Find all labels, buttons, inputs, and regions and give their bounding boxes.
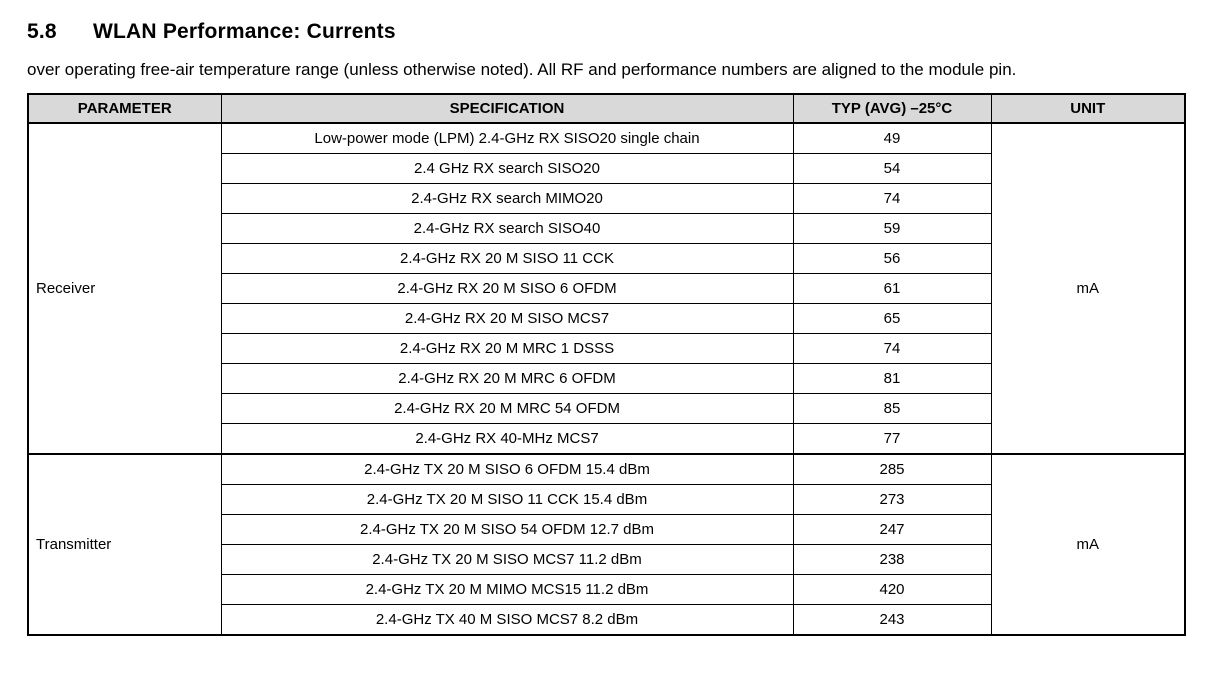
spec-cell: 2.4 GHz RX search SISO20 <box>220 153 794 184</box>
spec-cell: 2.4-GHz TX 20 M SISO 54 OFDM 12.7 dBm <box>220 514 794 545</box>
typ-cell: 247 <box>792 514 992 545</box>
spec-cell: 2.4-GHz TX 40 M SISO MCS7 8.2 dBm <box>220 604 794 636</box>
spec-cell: 2.4-GHz RX 20 M SISO MCS7 <box>220 303 794 334</box>
table-row: 2.4-GHz TX 40 M SISO MCS7 8.2 dBm 243 <box>28 604 1185 636</box>
typ-cell: 420 <box>792 574 992 605</box>
typ-cell: 77 <box>792 423 992 455</box>
typ-cell: 238 <box>792 544 992 575</box>
spec-cell: 2.4-GHz RX 20 M SISO 11 CCK <box>220 243 794 274</box>
table-row: 2.4-GHz RX 20 M MRC 1 DSSS 74 <box>28 333 1185 364</box>
spec-cell: 2.4-GHz RX search MIMO20 <box>220 183 794 214</box>
typ-cell: 74 <box>792 183 992 214</box>
wlan-currents-table: PARAMETER SPECIFICATION TYP (AVG) –25°C … <box>27 93 1186 636</box>
spec-cell: 2.4-GHz TX 20 M MIMO MCS15 11.2 dBm <box>220 574 794 605</box>
typ-cell: 285 <box>792 453 992 485</box>
table-row: 2.4-GHz RX 20 M MRC 6 OFDM 81 <box>28 363 1185 394</box>
typ-cell: 54 <box>792 153 992 184</box>
table-row: 2.4-GHz TX 20 M SISO 54 OFDM 12.7 dBm 24… <box>28 514 1185 545</box>
spec-cell: 2.4-GHz RX 20 M MRC 1 DSSS <box>220 333 794 364</box>
table-header-row: PARAMETER SPECIFICATION TYP (AVG) –25°C … <box>27 93 1186 124</box>
spec-cell: 2.4-GHz RX 40-MHz MCS7 <box>220 423 794 455</box>
spec-cell: Low-power mode (LPM) 2.4-GHz RX SISO20 s… <box>220 123 794 154</box>
table-row: 2.4-GHz RX 20 M SISO MCS7 65 <box>28 303 1185 334</box>
table-row: Receiver Low-power mode (LPM) 2.4-GHz RX… <box>27 123 1186 454</box>
table-row: 2.4-GHz RX 20 M MRC 54 OFDM 85 <box>28 393 1185 424</box>
col-header-specification: SPECIFICATION <box>220 93 794 124</box>
table-row: 2.4-GHz TX 20 M SISO MCS7 11.2 dBm 238 <box>28 544 1185 575</box>
table-row: 2.4-GHz RX 20 M SISO 11 CCK 56 <box>28 243 1185 274</box>
col-header-parameter: PARAMETER <box>27 93 222 124</box>
parameter-cell-receiver: Receiver <box>27 123 222 454</box>
unit-cell-transmitter: mA <box>990 453 1186 635</box>
table-row: 2.4-GHz RX search SISO40 59 <box>28 213 1185 244</box>
col-header-typ: TYP (AVG) –25°C <box>792 93 992 124</box>
typ-cell: 74 <box>792 333 992 364</box>
table-row: 2.4 GHz RX search SISO20 54 <box>28 153 1185 184</box>
spec-cell: 2.4-GHz TX 20 M SISO 11 CCK 15.4 dBm <box>220 484 794 515</box>
typ-cell: 81 <box>792 363 992 394</box>
datasheet-page: 5.8 WLAN Performance: Currents over oper… <box>27 20 1208 636</box>
spec-cell: 2.4-GHz RX 20 M MRC 54 OFDM <box>220 393 794 424</box>
table-row: 2.4-GHz TX 20 M SISO 11 CCK 15.4 dBm 273 <box>28 484 1185 515</box>
spec-cell: 2.4-GHz TX 20 M SISO 6 OFDM 15.4 dBm <box>220 453 794 485</box>
table-row: 2.4-GHz RX 40-MHz MCS7 77 <box>28 423 1185 455</box>
intro-paragraph: over operating free-air temperature rang… <box>27 60 1017 79</box>
typ-cell: 85 <box>792 393 992 424</box>
table-row: 2.4-GHz TX 20 M MIMO MCS15 11.2 dBm 420 <box>28 574 1185 605</box>
section-title: WLAN Performance: Currents <box>93 20 396 43</box>
typ-cell: 243 <box>792 604 992 636</box>
spec-cell: 2.4-GHz RX 20 M MRC 6 OFDM <box>220 363 794 394</box>
parameter-cell-transmitter: Transmitter <box>27 453 222 635</box>
typ-cell: 56 <box>792 243 992 274</box>
section-heading: 5.8 WLAN Performance: Currents <box>27 20 1208 44</box>
typ-cell: 49 <box>792 123 992 154</box>
table-row: 2.4-GHz RX 20 M SISO 6 OFDM 61 <box>28 273 1185 304</box>
spec-cell: 2.4-GHz RX 20 M SISO 6 OFDM <box>220 273 794 304</box>
col-header-unit: UNIT <box>990 93 1186 124</box>
unit-cell-receiver: mA <box>990 123 1186 454</box>
table-row: 2.4-GHz RX search MIMO20 74 <box>28 183 1185 214</box>
typ-cell: 65 <box>792 303 992 334</box>
spec-cell: 2.4-GHz RX search SISO40 <box>220 213 794 244</box>
typ-cell: 61 <box>792 273 992 304</box>
section-number: 5.8 <box>27 20 57 43</box>
typ-cell: 59 <box>792 213 992 244</box>
typ-cell: 273 <box>792 484 992 515</box>
table-row: Transmitter 2.4-GHz TX 20 M SISO 6 OFDM … <box>27 453 1186 635</box>
spec-cell: 2.4-GHz TX 20 M SISO MCS7 11.2 dBm <box>220 544 794 575</box>
